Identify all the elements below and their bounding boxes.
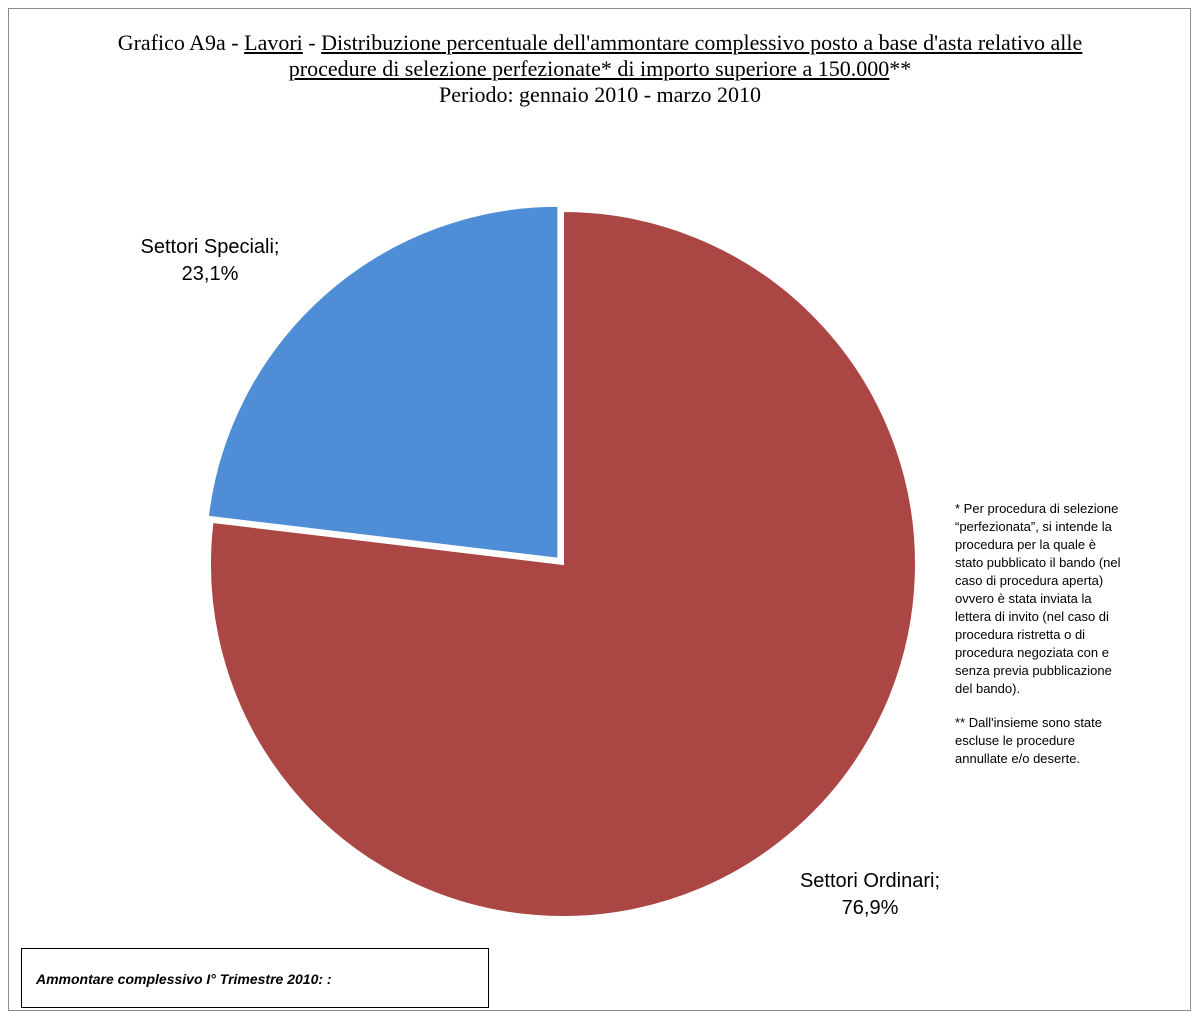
footnotes: * Per procedura di selezione “perfeziona… xyxy=(955,500,1125,784)
footnote-perfezionata: * Per procedura di selezione “perfeziona… xyxy=(955,501,1121,696)
title-dash: - xyxy=(302,30,322,55)
total-amount-label: Ammontare complessivo I° Trimestre 2010:… xyxy=(36,971,332,987)
slice-name-settori-ordinari: Settori Ordinari; xyxy=(799,870,941,892)
footnote-escluse: ** Dall'insieme sono state escluse le pr… xyxy=(955,715,1102,766)
slice-value-settori-ordinari: 76,9% xyxy=(841,897,899,919)
slice-label-settori-ordinari: Settori Ordinari; 76,9% xyxy=(760,868,980,922)
slice-name-settori-speciali: Settori Speciali; xyxy=(140,236,280,258)
title-period: Periodo: gennaio 2010 - marzo 2010 xyxy=(439,82,761,107)
title-sector: Lavori xyxy=(244,30,303,55)
chart-title: Grafico A9a - Lavori - Distribuzione per… xyxy=(90,30,1110,108)
slice-label-settori-speciali: Settori Speciali; 23,1% xyxy=(100,234,320,288)
slice-value-settori-speciali: 23,1% xyxy=(181,263,239,285)
title-suffix: ** xyxy=(889,56,912,81)
title-prefix: Grafico A9a - xyxy=(117,30,245,55)
title-main: Distribuzione percentuale dell'ammontare… xyxy=(288,30,1083,81)
pie-slice-settori-ordinari xyxy=(209,209,917,918)
total-amount-box: Ammontare complessivo I° Trimestre 2010:… xyxy=(21,948,489,1008)
pie-slice-settori-speciali xyxy=(206,204,560,560)
